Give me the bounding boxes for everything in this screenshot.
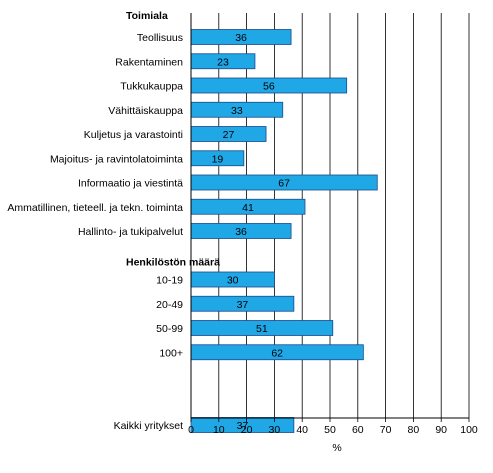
category-label: Informaatio ja viestintä: [78, 178, 183, 190]
bar-value-label: 37: [237, 420, 249, 432]
x-tick-label: 10: [213, 424, 225, 436]
x-axis-unit: %: [332, 442, 341, 454]
bar-value-label: 67: [278, 178, 290, 190]
bar-value-label: 36: [235, 32, 247, 44]
bar-value-label: 19: [212, 153, 224, 165]
x-tick-label: 0: [188, 424, 194, 436]
bar-value-label: 41: [242, 202, 254, 214]
group-title: Henkilöstön määrä: [126, 257, 220, 269]
x-tick-label: 70: [380, 424, 392, 436]
x-tick-label: 100: [460, 424, 478, 436]
x-tick-label: 50: [324, 424, 336, 436]
category-label: Hallinto- ja tukipalvelut: [78, 226, 183, 238]
category-label: Kaikki yritykset: [114, 420, 184, 432]
category-label: Kuljetus ja varastointi: [84, 129, 183, 141]
bar-value-label: 51: [256, 323, 268, 335]
category-label: Tukkukauppa: [120, 81, 183, 93]
bar-value-label: 27: [223, 129, 235, 141]
x-tick-label: 30: [269, 424, 281, 436]
category-label: Majoitus- ja ravintolatoiminta: [50, 153, 183, 165]
category-labels: Toimiala Teollisuus Rakentaminen Tukkukaupp…: [7, 10, 220, 432]
bar-value-label: 30: [227, 275, 239, 287]
bar-value-label: 23: [217, 56, 229, 68]
bar-value-label: 37: [237, 299, 249, 311]
x-tick-label: 80: [408, 424, 420, 436]
x-tick-label: 90: [435, 424, 447, 436]
category-label: 100+: [159, 347, 183, 359]
bar-value-label: 62: [271, 347, 283, 359]
bar-value-label: 33: [231, 105, 243, 117]
bar-value-label: 36: [235, 226, 247, 238]
x-tick-label: 40: [296, 424, 308, 436]
category-label: Vähittäiskauppa: [108, 105, 183, 117]
x-tick-label: 20: [241, 424, 253, 436]
category-label: Ammatillinen, tieteell. ja tekn. toimint…: [7, 202, 183, 214]
category-label: Teollisuus: [137, 32, 183, 44]
group-title: Toimiala: [126, 10, 168, 22]
category-label: 20-49: [156, 299, 183, 311]
category-label: 50-99: [156, 323, 183, 335]
category-label: 10-19: [156, 275, 183, 287]
category-label: Rakentaminen: [115, 56, 183, 68]
x-axis: 0 10 20 30 40 50 60 70 80 90 100: [188, 13, 478, 436]
bar-value-label: 56: [263, 81, 275, 93]
x-tick-label: 60: [352, 424, 364, 436]
